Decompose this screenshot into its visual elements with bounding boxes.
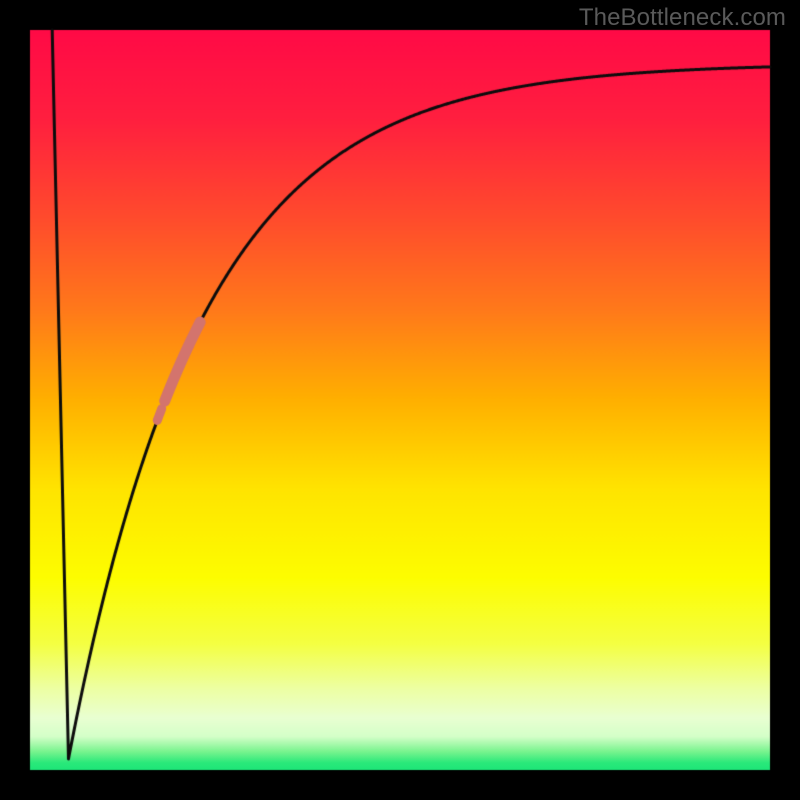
chart-container: TheBottleneck.com [0,0,800,800]
bottleneck-curve-chart [0,0,800,800]
watermark-text: TheBottleneck.com [579,4,786,32]
